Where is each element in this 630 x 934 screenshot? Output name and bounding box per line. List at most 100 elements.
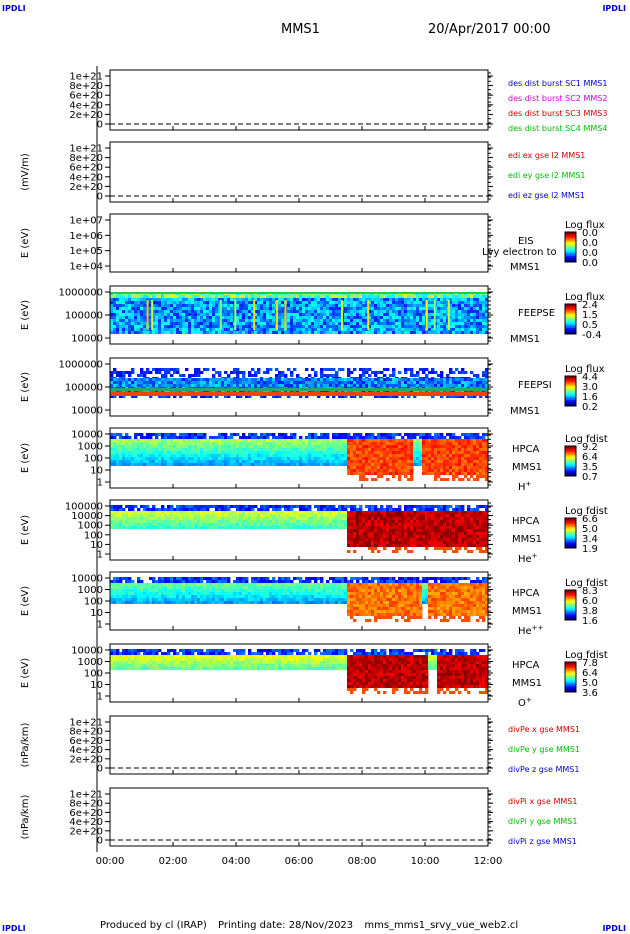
feepse-spectrogram-cell [164, 295, 168, 298]
feepse-spectrogram-cell [155, 301, 159, 304]
feepsi-spectrogram-cell [317, 395, 321, 398]
feepse-spectrogram-cell [467, 319, 471, 322]
feepse-spectrogram-cell [437, 316, 441, 319]
feepse-spectrogram-cell [170, 298, 174, 301]
feepse-spectrogram-cell [161, 319, 165, 322]
feepse-spectrogram-cell [122, 304, 126, 307]
feepsi-spectrogram-cell [473, 378, 477, 381]
feepse-spectrogram-cell [197, 322, 201, 325]
hpca_h-spectrogram-cell [482, 448, 486, 451]
feepsi-spectrogram-cell [437, 374, 441, 377]
hpca_h-spectrogram-cell [404, 463, 408, 466]
des-legend-entry: des dist burst SC3 MMS3 [508, 109, 607, 118]
hpca_h-spectrogram-cell [293, 442, 297, 445]
hpca_h-spectrogram-cell [374, 439, 378, 442]
feepsi-spectrogram-cell [311, 381, 315, 384]
hpca_h-spectrogram-cell [134, 445, 138, 448]
feepsi-spectrogram-cell [164, 395, 168, 398]
feepsi-spectrogram-cell [245, 378, 249, 381]
feepse-spectrogram-cell [140, 304, 144, 307]
feepsi-spectrogram-cell [131, 371, 135, 374]
hpca_h-spectrogram-cell [233, 457, 237, 460]
feepsi-spectrogram-cell [155, 371, 159, 374]
hpca_h-spectrogram-cell [425, 463, 429, 466]
feepse-spectrogram-cell [317, 328, 321, 331]
hpca_h-spectrogram-cell [212, 460, 216, 463]
feepse-spectrogram-cell [230, 313, 234, 316]
hpca_h-spectrogram-cell [116, 457, 120, 460]
hpca_h-spectrogram-cell [191, 451, 195, 454]
feepsi-spectrogram-cell [323, 381, 327, 384]
feepsi-spectrogram-cell [455, 381, 459, 384]
feepse-spectrogram-cell [428, 325, 432, 328]
hpca_h-spectrogram-cell [224, 445, 228, 448]
feepsi-spectrogram-cell [311, 368, 315, 371]
hpca_h-spectrogram-cell [116, 439, 120, 442]
hpca_h-spectrogram-cell [356, 433, 360, 436]
hpca_h-spectrogram-cell [344, 445, 348, 448]
hpca_h-spectrogram-cell [482, 439, 486, 442]
feepse-spectrogram-cell [266, 295, 270, 298]
feepsi-spectrogram-cell [233, 390, 237, 393]
feepse-spectrogram-cell [326, 319, 330, 322]
feepse-spectrogram-cell [188, 298, 192, 301]
hpca_h-spectrogram-cell [407, 460, 411, 463]
hpca_h-spectrogram-cell [467, 439, 471, 442]
feepse-spectrogram-cell [437, 331, 441, 334]
hpca_h-spectrogram-cell [290, 460, 294, 463]
feepse-spectrogram-cell [407, 310, 411, 313]
hpca_h-spectrogram-cell [398, 445, 402, 448]
feepsi-spectrogram-cell [362, 378, 366, 381]
hpca_h-spectrogram-cell [485, 469, 489, 472]
hpca_h-spectrogram-cell [332, 433, 336, 436]
hpca_h-spectrogram-cell [440, 454, 444, 457]
feepsi-spectrogram-cell [347, 378, 351, 381]
feepsi-spectrogram-cell [236, 368, 240, 371]
hpca_h-spectrogram-cell [446, 466, 450, 469]
hpca_h-spectrogram-cell [362, 448, 366, 451]
feepse-spectrogram-cell [479, 298, 483, 301]
feepsi-spectrogram-cell [146, 371, 150, 374]
feepsi-colorbar-swatch [565, 379, 576, 381]
feepse-spectrogram-cell [215, 322, 219, 325]
feepsi-spectrogram-cell [278, 381, 282, 384]
feepse-spectrogram-cell [404, 331, 408, 334]
hpca_h-spectrogram-cell [422, 436, 426, 439]
feepse-spectrogram-cell [416, 325, 420, 328]
hpca_h-spectrogram-cell [263, 439, 267, 442]
feepse-colorbar-swatch [565, 314, 576, 317]
feepsi-colorbar-swatch [565, 386, 576, 389]
feepse-spectrogram-cell [230, 322, 234, 325]
feepse-spectrogram-cell [134, 298, 138, 301]
feepse-spectrogram-cell [200, 316, 204, 319]
feepse-spectrogram-cell [428, 322, 432, 325]
feepse-spectrogram-cell [212, 298, 216, 301]
feepsi-spectrogram-cell [281, 371, 285, 374]
feepsi-spectrogram-cell [116, 378, 120, 381]
feepsi-spectrogram-cell [179, 381, 183, 384]
feepsi-spectrogram-cell [146, 384, 150, 387]
feepse-spectrogram-cell [200, 325, 204, 328]
feepse-spectrogram-cell [305, 316, 309, 319]
feepse-spectrogram-cell [218, 328, 222, 331]
feepsi-spectrogram-cell [125, 378, 129, 381]
feepse-spectrogram-cell [212, 328, 216, 331]
hpca_h-spectrogram-cell [401, 436, 405, 439]
hpca_h-spectrogram-cell [383, 451, 387, 454]
feepse-spectrogram-cell [473, 331, 477, 334]
feepse-spectrogram-cell [113, 325, 117, 328]
feepse-spectrogram-cell [314, 295, 318, 298]
hpca_h-spectrogram-cell [368, 442, 372, 445]
hpca_h-spectrogram-cell [209, 448, 213, 451]
feepse-spectrogram-cell [152, 304, 156, 307]
feepse-spectrogram-cell [332, 325, 336, 328]
feepse-spectrogram-cell [311, 328, 315, 331]
feepse-spectrogram-cell [431, 319, 435, 322]
hpca_h-spectrogram-cell [140, 442, 144, 445]
feepse-spectrogram-cell [329, 307, 333, 310]
hpca_h-spectrogram-cell [353, 433, 357, 436]
hpca_h-spectrogram-cell [311, 454, 315, 457]
feepse-spectrogram-cell [290, 310, 294, 313]
hpca_h-spectrogram-cell [206, 448, 210, 451]
feepse-spectrogram-cell [440, 328, 444, 331]
